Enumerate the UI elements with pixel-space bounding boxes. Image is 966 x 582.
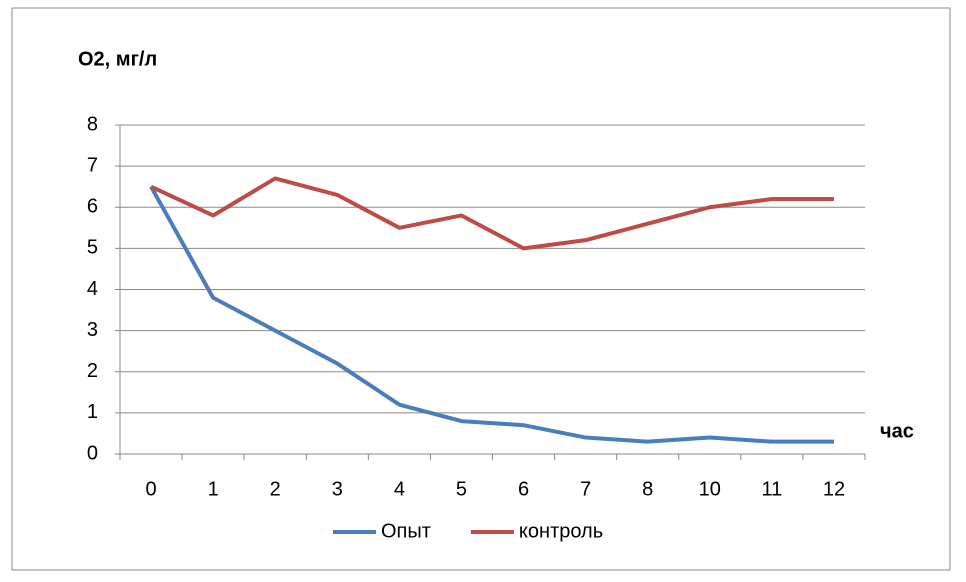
y-tick-label: 2 [87,360,98,382]
y-tick-label: 6 [87,196,98,218]
x-tick-label: 12 [823,478,845,500]
y-tick-label: 8 [87,113,98,135]
y-tick-label: 5 [87,237,98,259]
x-tick-label: 8 [642,478,653,500]
x-tick-label: 3 [332,478,343,500]
x-tick-label: 0 [145,478,156,500]
x-tick-label: 10 [699,478,721,500]
y-tick-label: 1 [87,401,98,423]
y-tick-label: 3 [87,319,98,341]
y-tick-label: 7 [87,154,98,176]
legend-label: Опыт [381,520,431,542]
x-tick-label: 2 [270,478,281,500]
series-line [149,185,834,444]
x-tick-label: 5 [456,478,467,500]
x-axis-title: час [880,420,914,442]
x-tick-label: 7 [580,478,591,500]
y-tick-label: 0 [87,442,98,464]
legend-label: контроль [519,520,603,542]
y-tick-label: 4 [87,278,98,300]
y-axis-title: O2, мг/л [78,48,157,70]
series-line [150,176,834,251]
x-tick-label: 1 [208,478,219,500]
x-tick-label: 6 [518,478,529,500]
x-tick-label: 11 [761,478,782,500]
x-tick-label: 4 [394,478,405,500]
